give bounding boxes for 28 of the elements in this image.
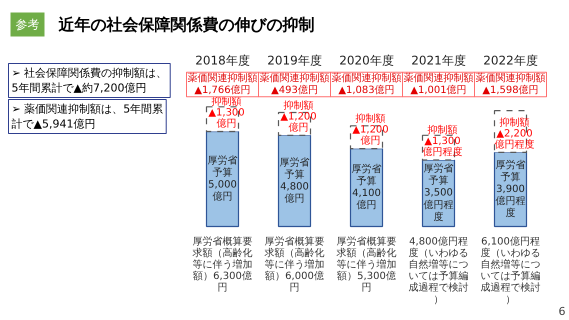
text: 薬価関連抑制額▲1,083億円 [332,72,402,96]
x-tick-label: 2020年度 [339,54,394,68]
data-label: 厚労省予算4,100億円 [352,162,382,212]
text: 薬価関連抑制額▲1,001億円 [404,72,474,96]
data-label: 抑制額▲2,200億円程度 [494,116,534,150]
x-tick-label: 2019年度 [267,54,322,68]
total-label: 厚労省概算要求額（高齢化等に伴う増加額）6,300億円 [192,236,252,294]
data-label: 厚労省予算3,500億円程度 [424,162,454,223]
text: 6 [558,305,566,318]
data-label: 厚労省予算5,000億円 [208,154,238,203]
text: 薬価関連抑制額▲493億円 [260,72,330,96]
total-label: 6,100億円程度（いわゆる自然増等については予算編成過程で検討） [480,236,540,306]
data-label: 抑制額▲1,200億円 [352,112,389,147]
chart-title: 近年の社会保障関係費の伸びの抑制 [58,15,314,34]
data-label: 厚労省予算4,800億円 [280,156,310,205]
x-tick-label: 2021年度 [411,54,466,68]
text: ➢ 薬価関連抑制額は、5年間累計で▲5,941億円 [12,102,164,130]
total-label: 4,800億円程度（いわゆる自然増等については予算編成過程で検討） [408,236,468,306]
text: 薬価関連抑制額▲1,766億円 [188,72,258,96]
text: ➢ 社会保障関係費の抑制額は、5年間累計で▲約7,200億円 [12,66,168,94]
data-label: 厚労省予算3,900億円程度 [496,158,526,220]
total-label: 厚労省概算要求額（高齢化等に伴う増加額）6,000億円 [264,236,324,294]
data-label: 抑制額▲1,200億円 [280,99,317,134]
x-tick-label: 2022年度 [483,54,538,68]
text: 薬価関連抑制額▲1,598億円 [476,72,546,96]
x-tick-label: 2018年度 [195,54,250,68]
total-label: 厚労省概算要求額（高齢化等に伴う増加額）5,300億円 [336,236,396,294]
text: 参考 [16,18,40,32]
